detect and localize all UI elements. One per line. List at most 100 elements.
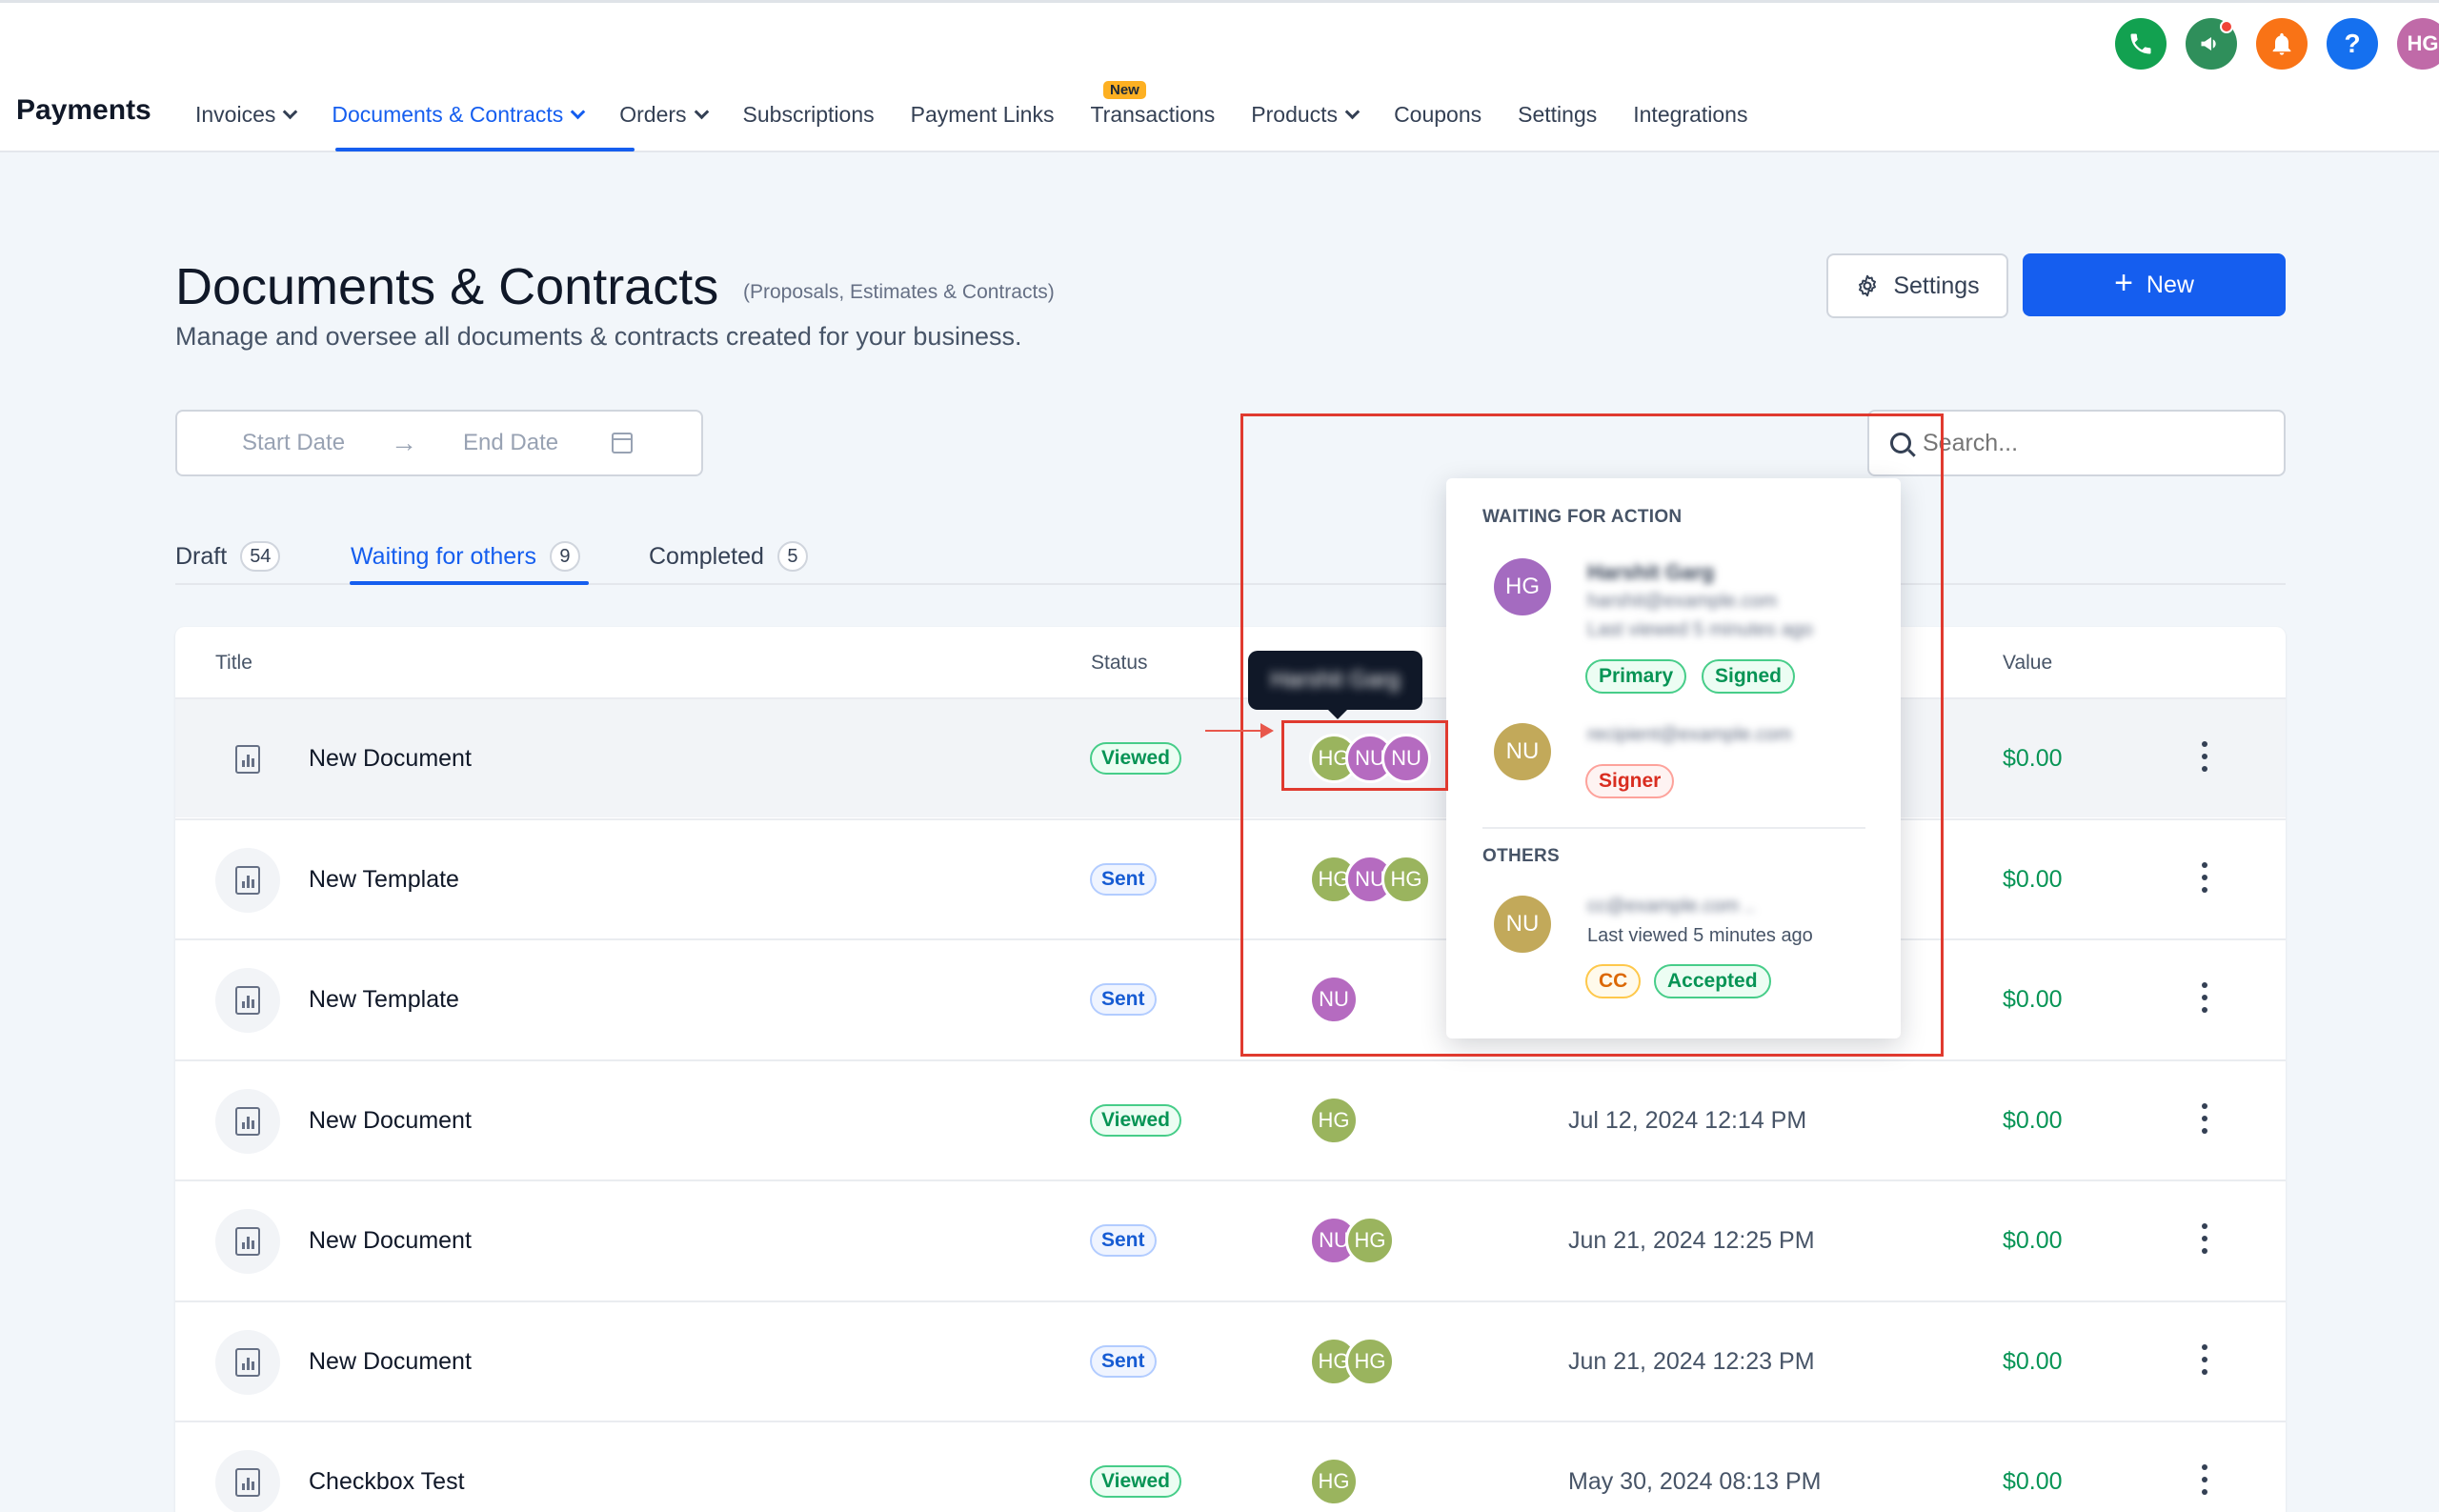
help-icon[interactable]: ? — [2327, 18, 2378, 70]
nav-products[interactable]: Products — [1233, 81, 1376, 153]
others-heading: OTHERS — [1482, 846, 1560, 866]
recipient-avatar[interactable]: NU — [1309, 975, 1359, 1024]
nav-integrations[interactable]: Integrations — [1633, 102, 1748, 127]
document-title[interactable]: New Document — [309, 1347, 472, 1375]
more-options-icon[interactable] — [2195, 978, 2214, 1017]
document-title[interactable]: New Template — [309, 986, 459, 1013]
nav-settings[interactable]: Settings — [1518, 102, 1598, 127]
tab-count: 54 — [240, 541, 281, 572]
recipient-avatar[interactable]: HG — [1309, 1095, 1359, 1145]
document-title[interactable]: New Document — [309, 1106, 472, 1134]
document-date: Jun 21, 2024 12:25 PM — [1568, 1227, 1815, 1254]
recipient-avatars[interactable]: HG — [1309, 1457, 1359, 1506]
more-options-icon[interactable] — [2195, 1341, 2214, 1379]
status-badge: Sent — [1090, 862, 1157, 896]
table-row[interactable]: New Template Sent HG NU HG $0.00 — [175, 817, 2286, 938]
calendar-icon[interactable] — [612, 433, 634, 454]
column-value[interactable]: Value — [2003, 652, 2053, 674]
nav-orders[interactable]: Orders — [601, 81, 724, 153]
recipient-avatars[interactable]: HG HG — [1309, 1336, 1395, 1386]
table-row[interactable]: New Template Sent NU $0.00 — [175, 938, 2286, 1058]
document-date: Jul 12, 2024 12:14 PM — [1568, 1106, 1807, 1134]
document-value: $0.00 — [2003, 1347, 2063, 1375]
recipient-avatar[interactable]: HG — [1381, 854, 1431, 904]
end-date-input[interactable]: End Date — [463, 430, 559, 455]
tab-draft[interactable]: Draft 54 — [175, 532, 281, 581]
status-badge: Sent — [1090, 1224, 1157, 1257]
table-row[interactable]: New Document Viewed HG NU NU $0.00 — [175, 697, 2286, 817]
recipient-email: cc@example.com .. — [1587, 896, 1755, 917]
user-avatar[interactable]: HG — [2397, 18, 2439, 70]
bell-icon[interactable] — [2256, 18, 2308, 70]
waiting-for-action-heading: WAITING FOR ACTION — [1482, 507, 1683, 527]
more-options-icon[interactable] — [2195, 737, 2214, 776]
document-title[interactable]: Checkbox Test — [309, 1468, 465, 1495]
recipient-avatars[interactable]: NU HG — [1309, 1216, 1395, 1265]
recipient-avatar[interactable]: HG — [1345, 1336, 1395, 1386]
page-subtitle: (Proposals, Estimates & Contracts) — [743, 281, 1055, 303]
chevron-down-icon — [694, 104, 709, 120]
status-badge: Viewed — [1090, 1103, 1181, 1137]
table-header: Title Status Value — [175, 627, 2286, 697]
nav-subscriptions[interactable]: Subscriptions — [742, 102, 875, 127]
recipient-avatars[interactable]: NU — [1309, 975, 1359, 1024]
document-title[interactable]: New Document — [309, 745, 472, 772]
page-title: Documents & Contracts — [175, 258, 719, 315]
new-document-button[interactable]: + New — [2023, 253, 2286, 316]
search-input[interactable] — [1923, 429, 2266, 457]
document-icon — [215, 1088, 280, 1154]
recipient-avatar: NU — [1494, 723, 1551, 780]
document-title[interactable]: New Template — [309, 865, 459, 893]
table-row[interactable]: Checkbox Test Viewed HG May 30, 2024 08:… — [175, 1421, 2286, 1512]
recipient-avatar[interactable]: HG — [1345, 1216, 1395, 1265]
nav-coupons[interactable]: Coupons — [1394, 102, 1482, 127]
nav-invoices[interactable]: Invoices — [177, 81, 313, 153]
document-value: $0.00 — [2003, 1227, 2063, 1254]
recipient-avatars[interactable]: HG NU NU — [1309, 734, 1431, 783]
start-date-input[interactable]: Start Date — [242, 430, 346, 455]
document-icon — [215, 1209, 280, 1274]
recipient-avatar[interactable]: NU — [1381, 734, 1431, 783]
more-options-icon[interactable] — [2195, 1461, 2214, 1499]
document-value: $0.00 — [2003, 1106, 2063, 1134]
last-viewed-text: Last viewed 5 minutes ago — [1587, 925, 1813, 946]
main-nav: Invoices Documents & Contracts Orders Su… — [177, 81, 1765, 153]
accepted-tag: Accepted — [1654, 964, 1771, 998]
documents-table: Title Status Value New Document Viewed H… — [175, 627, 2286, 1512]
table-row[interactable]: New Document Sent NU HG Jun 21, 2024 12:2… — [175, 1179, 2286, 1300]
tab-waiting-for-others[interactable]: Waiting for others 9 — [351, 532, 580, 581]
tab-count: 9 — [549, 541, 580, 572]
table-row[interactable]: New Document Sent HG HG Jun 21, 2024 12:2… — [175, 1300, 2286, 1421]
column-status[interactable]: Status — [1091, 652, 1148, 674]
search-icon — [1890, 433, 1911, 454]
nav-documents-contracts[interactable]: Documents & Contracts — [313, 81, 601, 153]
more-options-icon[interactable] — [2195, 858, 2214, 897]
recipient-avatars[interactable]: HG — [1309, 1095, 1359, 1145]
recipients-popover: WAITING FOR ACTION HG Harshit Garg harsh… — [1446, 478, 1901, 1038]
recipient-email: recipient@example.com — [1587, 724, 1792, 745]
nav-transactions[interactable]: Transactions — [1090, 102, 1216, 127]
cc-tag: CC — [1585, 964, 1642, 998]
gear-icon — [1859, 274, 1877, 297]
more-options-icon[interactable] — [2195, 1220, 2214, 1258]
more-options-icon[interactable] — [2195, 1099, 2214, 1138]
recipient-avatar[interactable]: NU — [1309, 1216, 1359, 1265]
phone-icon[interactable] — [2115, 18, 2167, 70]
popover-divider — [1482, 827, 1865, 829]
nav-payment-links[interactable]: Payment Links — [910, 102, 1055, 127]
nav-active-indicator — [335, 148, 635, 151]
recipient-avatars[interactable]: HG NU HG — [1309, 854, 1431, 904]
table-row[interactable]: New Document Viewed HG Jul 12, 2024 12:1… — [175, 1058, 2286, 1179]
recipient-avatar[interactable]: HG — [1309, 1457, 1359, 1506]
tab-completed[interactable]: Completed 5 — [649, 532, 808, 581]
search-box[interactable] — [1867, 410, 2286, 476]
date-range-picker[interactable]: Start Date → End Date — [175, 410, 703, 476]
status-badge: Viewed — [1090, 1465, 1181, 1498]
settings-button[interactable]: Settings — [1826, 253, 2008, 318]
megaphone-icon[interactable] — [2186, 18, 2237, 70]
document-title[interactable]: New Document — [309, 1227, 472, 1254]
tab-count: 5 — [776, 541, 808, 572]
document-icon — [215, 847, 280, 913]
status-badge: Sent — [1090, 1344, 1157, 1378]
column-title[interactable]: Title — [215, 652, 252, 674]
